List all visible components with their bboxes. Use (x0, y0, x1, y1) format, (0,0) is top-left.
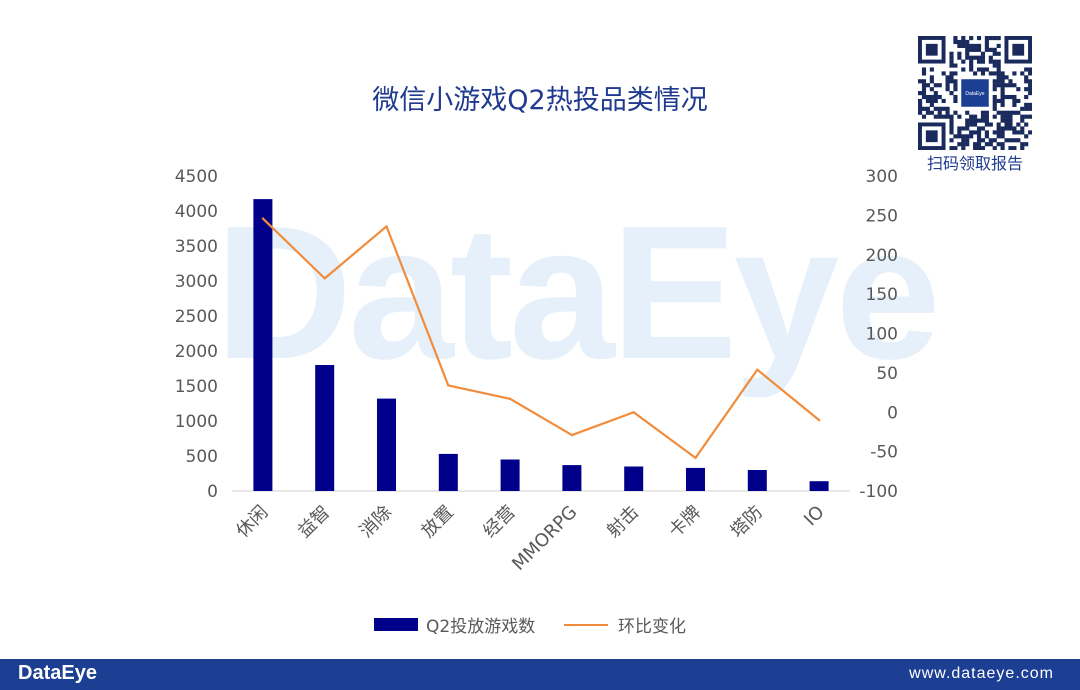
x-tick-label: 射击 (603, 502, 643, 542)
y-left-tick-label: 1000 (175, 412, 218, 432)
x-tick-label: 卡牌 (665, 502, 705, 542)
bar-MMORPG (562, 465, 582, 491)
watermark-text: DataEye (215, 187, 941, 399)
y-left-tick-label: 0 (207, 482, 218, 502)
legend-swatch-bar (374, 618, 418, 631)
y-right-tick-label: 0 (887, 403, 898, 423)
y-left-tick-label: 2500 (175, 307, 218, 327)
legend-swatch-line (564, 624, 608, 626)
bar-经营 (500, 459, 520, 491)
line-point-IO (817, 418, 821, 422)
bar-塔防 (747, 470, 767, 491)
line-point-MMORPG (570, 433, 574, 437)
bar-卡牌 (686, 467, 705, 491)
bar-放置 (438, 453, 458, 491)
x-tick-label: 益智 (294, 502, 334, 542)
y-left-tick-label: 4500 (175, 167, 218, 187)
legend-label-line: 环比变化 (618, 617, 686, 637)
bar-射击 (624, 466, 644, 491)
y-right-tick-label: 250 (866, 206, 898, 226)
qr-code[interactable]: DataEye (918, 36, 1033, 154)
y-left-tick-label: 1500 (175, 377, 218, 397)
qr-center-label: DataEye (965, 91, 984, 97)
y-right-tick-label: 300 (866, 167, 898, 187)
footer-logo: DataEye (18, 662, 97, 684)
y-left-tick-label: 3000 (175, 272, 218, 292)
x-tick-label: 休闲 (232, 502, 272, 542)
chart-title: 微信小游戏Q2热投品类情况 (372, 85, 708, 116)
y-left-tick-label: 4000 (175, 202, 218, 222)
y-right-tick-label: 200 (866, 246, 898, 266)
y-right-tick-label: -50 (870, 443, 898, 463)
y-right-tick-label: 100 (866, 325, 898, 345)
y-right-tick-label: 50 (876, 364, 898, 384)
x-tick-label: 塔防 (727, 502, 767, 542)
x-tick-label: 消除 (356, 502, 396, 542)
bar-IO (809, 481, 829, 491)
qr-code-image: DataEye (918, 36, 1033, 151)
bar-消除 (377, 398, 396, 491)
line-point-经营 (508, 397, 512, 401)
footer-url[interactable]: www.dataeye.com (909, 665, 1054, 682)
legend-label-bar: Q2投放游戏数 (426, 617, 536, 637)
qr-center-logo (961, 79, 989, 107)
line-point-益智 (323, 277, 326, 280)
line-series-huanbi (262, 217, 820, 460)
y-right-tick-label: -100 (859, 482, 898, 502)
y-right-tick-label: 150 (866, 285, 898, 305)
qr-caption: 扫码领取报告 (926, 154, 1023, 173)
line-point-射击 (632, 411, 635, 414)
y-left-tick-label: 3500 (175, 237, 218, 257)
x-tick-label: 经营 (479, 502, 519, 542)
y-left-tick-label: 2000 (175, 342, 218, 362)
x-tick-label: IO (800, 502, 829, 531)
line-point-休闲 (261, 217, 265, 220)
x-tick-label: MMORPG (508, 502, 581, 575)
bar-益智 (315, 365, 335, 491)
footer-bar: DataEye www.dataeye.com (0, 659, 1080, 690)
line-point-塔防 (756, 368, 759, 371)
y-left-tick-label: 500 (186, 447, 218, 467)
line-point-放置 (447, 384, 450, 387)
line-point-消除 (385, 225, 388, 228)
x-tick-label: 放置 (418, 502, 458, 542)
legend: Q2投放游戏数 环比变化 (0, 612, 1080, 638)
line-point-卡牌 (694, 456, 697, 460)
bar-休闲 (253, 199, 273, 491)
